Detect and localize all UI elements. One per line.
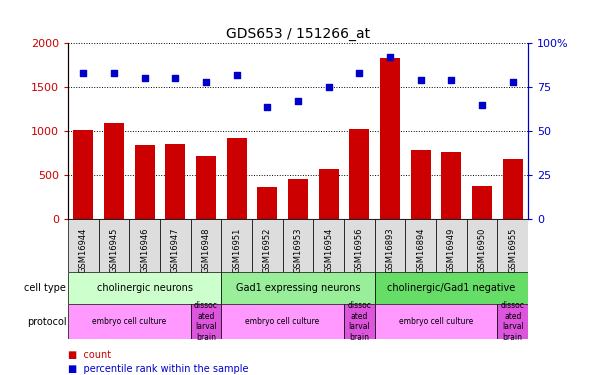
Text: GSM16950: GSM16950 — [477, 227, 487, 273]
Bar — [375, 272, 528, 304]
Text: ■  percentile rank within the sample: ■ percentile rank within the sample — [68, 364, 248, 374]
Bar — [313, 219, 344, 272]
Bar — [221, 304, 344, 339]
Bar — [405, 219, 436, 272]
Bar — [135, 146, 155, 219]
Point — [416, 77, 425, 83]
Point — [447, 77, 456, 83]
Point — [171, 75, 180, 81]
Text: cell type: cell type — [24, 283, 66, 293]
Text: GSM16944: GSM16944 — [78, 227, 88, 273]
Bar — [319, 169, 339, 219]
Text: dissoc
ated
larval
brain: dissoc ated larval brain — [501, 302, 525, 342]
Bar — [375, 219, 405, 272]
Text: GSM16945: GSM16945 — [109, 227, 119, 273]
Title: GDS653 / 151266_at: GDS653 / 151266_at — [226, 27, 370, 41]
Point — [508, 79, 517, 85]
Text: GSM16948: GSM16948 — [201, 227, 211, 273]
Text: embryo cell culture: embryo cell culture — [92, 317, 166, 326]
Bar — [104, 123, 124, 219]
Bar — [380, 58, 400, 219]
Text: GSM16956: GSM16956 — [355, 227, 364, 273]
Bar — [497, 304, 528, 339]
Text: cholinergic/Gad1 negative: cholinergic/Gad1 negative — [387, 283, 516, 293]
Bar — [221, 272, 375, 304]
Bar — [191, 219, 221, 272]
Text: GSM16953: GSM16953 — [293, 227, 303, 273]
Text: GSM16954: GSM16954 — [324, 227, 333, 273]
Bar — [160, 219, 191, 272]
Text: protocol: protocol — [27, 316, 66, 327]
Text: GSM16949: GSM16949 — [447, 227, 456, 273]
Bar — [129, 219, 160, 272]
Point — [293, 98, 303, 104]
Bar — [221, 219, 252, 272]
Bar — [165, 144, 185, 219]
Bar — [467, 219, 497, 272]
Point — [263, 104, 272, 110]
Bar — [283, 219, 313, 272]
Text: ■  count: ■ count — [68, 350, 111, 360]
Point — [324, 84, 333, 90]
Bar — [257, 187, 277, 219]
Point — [140, 75, 149, 81]
Bar — [68, 304, 191, 339]
Point — [78, 70, 88, 76]
Point — [201, 79, 211, 85]
Bar — [68, 272, 221, 304]
Bar — [503, 159, 523, 219]
Text: GSM16952: GSM16952 — [263, 227, 272, 273]
Bar — [227, 138, 247, 219]
Text: GSM16893: GSM16893 — [385, 227, 395, 273]
Bar — [441, 152, 461, 219]
Point — [477, 102, 487, 108]
Bar — [252, 219, 283, 272]
Bar — [191, 304, 221, 339]
Text: GSM16947: GSM16947 — [171, 227, 180, 273]
Point — [232, 72, 241, 78]
Bar — [99, 219, 129, 272]
Point — [109, 70, 119, 76]
Text: GSM16951: GSM16951 — [232, 227, 241, 273]
Text: cholinergic neurons: cholinergic neurons — [97, 283, 192, 293]
Bar — [349, 129, 369, 219]
Bar — [375, 304, 497, 339]
Text: Gad1 expressing neurons: Gad1 expressing neurons — [235, 283, 360, 293]
Bar — [196, 156, 216, 219]
Point — [355, 70, 364, 76]
Bar — [344, 219, 375, 272]
Bar — [68, 219, 99, 272]
Text: dissoc
ated
larval
brain: dissoc ated larval brain — [348, 302, 371, 342]
Bar — [411, 150, 431, 219]
Bar — [73, 130, 93, 219]
Text: GSM16946: GSM16946 — [140, 227, 149, 273]
Bar — [436, 219, 467, 272]
Text: GSM16955: GSM16955 — [508, 227, 517, 273]
Text: embryo cell culture: embryo cell culture — [399, 317, 473, 326]
Text: embryo cell culture: embryo cell culture — [245, 317, 320, 326]
Bar — [497, 219, 528, 272]
Text: GSM16894: GSM16894 — [416, 227, 425, 273]
Point — [385, 54, 395, 60]
Bar — [288, 179, 308, 219]
Bar — [472, 186, 492, 219]
Bar — [344, 304, 375, 339]
Text: dissoc
ated
larval
brain: dissoc ated larval brain — [194, 302, 218, 342]
